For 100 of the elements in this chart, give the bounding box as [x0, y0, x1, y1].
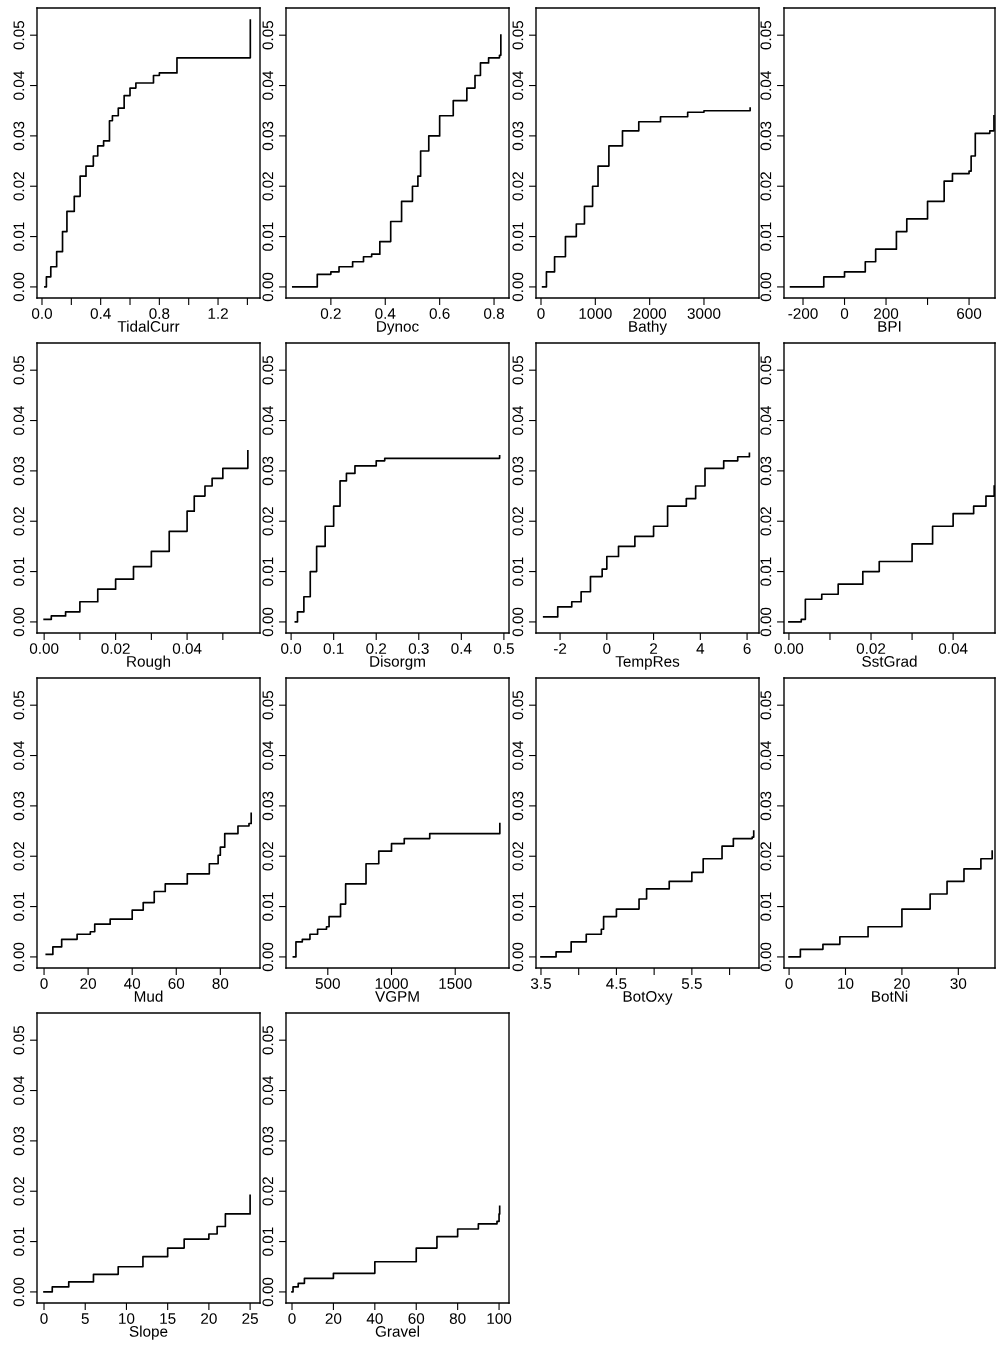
x-tick-label: 4 [696, 643, 705, 654]
y-tick-label: 0.05 [13, 690, 25, 720]
y-tick-label: 0.05 [13, 20, 25, 50]
x-tick-label: 0.04 [938, 643, 968, 654]
y-tick-label: 0.05 [512, 690, 524, 720]
x-tick-label: 0 [288, 1313, 296, 1324]
x-tick-label: 1500 [439, 978, 472, 989]
x-tick-label: 600 [957, 308, 982, 319]
y-tick-label: 0.05 [13, 355, 25, 385]
x-tick-label: 40 [124, 978, 141, 989]
y-tick-label: 0.01 [512, 557, 524, 586]
x-tick-label: 1000 [375, 978, 408, 989]
x-axis-title: TidalCurr [117, 320, 180, 332]
y-tick-label: 0.05 [262, 355, 274, 385]
x-tick-label: 2 [650, 643, 658, 654]
y-tick-label: 0.02 [760, 507, 772, 536]
y-tick-label: 0.01 [760, 892, 772, 921]
y-tick-label: 0.05 [262, 690, 274, 720]
x-tick-label: 0.00 [774, 643, 804, 654]
x-tick-label: 0 [785, 978, 793, 989]
x-tick-label: 80 [449, 1313, 466, 1324]
x-tick-label: 0.3 [408, 643, 429, 654]
y-tick-label: 0.03 [512, 121, 524, 151]
y-tick-label: 0.04 [13, 741, 25, 770]
x-tick-label: 100 [487, 1313, 512, 1324]
x-tick-label: 25 [242, 1313, 258, 1324]
x-tick-label: 30 [950, 978, 967, 989]
y-tick-label: 0.02 [13, 172, 25, 201]
y-tick-label: 0.04 [262, 1076, 274, 1105]
y-tick-label: 0.05 [262, 1025, 274, 1055]
y-tick-label: 0.03 [13, 791, 25, 821]
x-axis-title: VGPM [375, 990, 419, 1002]
y-tick-label: 0.01 [262, 892, 274, 921]
x-tick-label: 60 [408, 1313, 425, 1324]
y-tick-label: 0.04 [760, 406, 772, 435]
x-tick-label: 0 [40, 978, 48, 989]
x-tick-label: 1.2 [208, 308, 228, 319]
x-tick-label: 60 [168, 978, 185, 989]
y-tick-label: 0.02 [512, 507, 524, 536]
y-tick-label: 0.04 [13, 71, 25, 100]
x-tick-label: 6 [743, 643, 751, 654]
y-tick-label: 0.01 [262, 222, 274, 251]
y-tick-label: 0.04 [13, 406, 25, 435]
y-tick-label: 0.02 [13, 507, 25, 536]
y-tick-label: 0.01 [512, 892, 524, 921]
x-tick-label: 0.04 [172, 643, 202, 654]
x-tick-label: 0.02 [101, 643, 130, 654]
y-tick-label: 0.05 [262, 20, 274, 50]
x-tick-label: 0.2 [320, 308, 341, 319]
x-tick-label: 20 [80, 978, 97, 989]
y-tick-label: 0.04 [512, 71, 524, 100]
x-axis-title: Disorgm [370, 655, 425, 670]
y-tick-label: 0.03 [512, 791, 524, 821]
y-tick-label: 0.01 [262, 1227, 274, 1256]
x-tick-label: 80 [212, 978, 229, 989]
x-tick-label: 3.5 [530, 978, 551, 989]
x-tick-label: 0.8 [149, 308, 170, 319]
x-tick-label: 20 [201, 1313, 217, 1324]
x-axis-title: Rough [127, 655, 171, 670]
y-tick-label: 0.05 [13, 1025, 25, 1055]
y-tick-label: 0.03 [13, 1126, 25, 1156]
y-tick-label: 0.05 [512, 20, 524, 50]
x-axis-title: BotNi [872, 990, 908, 1002]
y-tick-label: 0.04 [512, 406, 524, 435]
x-tick-label: 0.4 [375, 308, 396, 319]
y-tick-label: 0.04 [760, 741, 772, 770]
y-tick-label: 0.04 [760, 71, 772, 100]
y-tick-label: 0.03 [262, 1126, 274, 1156]
x-tick-label: 0.5 [493, 643, 514, 654]
y-tick-label: 0.01 [13, 557, 25, 586]
y-tick-label: 0.04 [262, 406, 274, 435]
y-tick-label: 0.02 [262, 842, 274, 871]
y-tick-label: 0.03 [13, 121, 25, 151]
y-tick-label: 0.02 [262, 172, 274, 201]
x-tick-label: 0.1 [323, 643, 344, 654]
y-tick-label: 0.04 [262, 741, 274, 770]
y-tick-label: 0.01 [760, 557, 772, 586]
x-tick-label: 200 [874, 308, 899, 319]
y-tick-label: 0.02 [512, 172, 524, 201]
y-tick-label: 0.05 [760, 690, 772, 720]
x-axis-title: BotOxy [623, 990, 673, 1005]
y-tick-label: 0.03 [262, 791, 274, 821]
x-tick-label: 0.4 [451, 643, 472, 654]
y-tick-label: 0.01 [13, 892, 25, 921]
x-tick-label: 0 [603, 643, 611, 654]
y-tick-label: 0.04 [262, 71, 274, 100]
y-tick-label: 0.05 [760, 355, 772, 385]
y-tick-label: 0.03 [262, 456, 274, 486]
y-tick-label: 0.01 [512, 222, 524, 251]
y-tick-label: 0.03 [760, 791, 772, 821]
x-axis-title: Mud [134, 990, 163, 1002]
y-tick-label: 0.05 [512, 355, 524, 385]
x-tick-label: 1000 [579, 308, 612, 319]
y-tick-label: 0.01 [13, 222, 25, 251]
y-tick-label: 0.03 [760, 456, 772, 486]
x-tick-label: 500 [315, 978, 340, 989]
y-tick-label: 0.01 [262, 557, 274, 586]
x-tick-label: 0 [537, 308, 545, 319]
x-tick-label: 0.0 [281, 643, 302, 654]
x-tick-label: 0.00 [29, 643, 59, 654]
